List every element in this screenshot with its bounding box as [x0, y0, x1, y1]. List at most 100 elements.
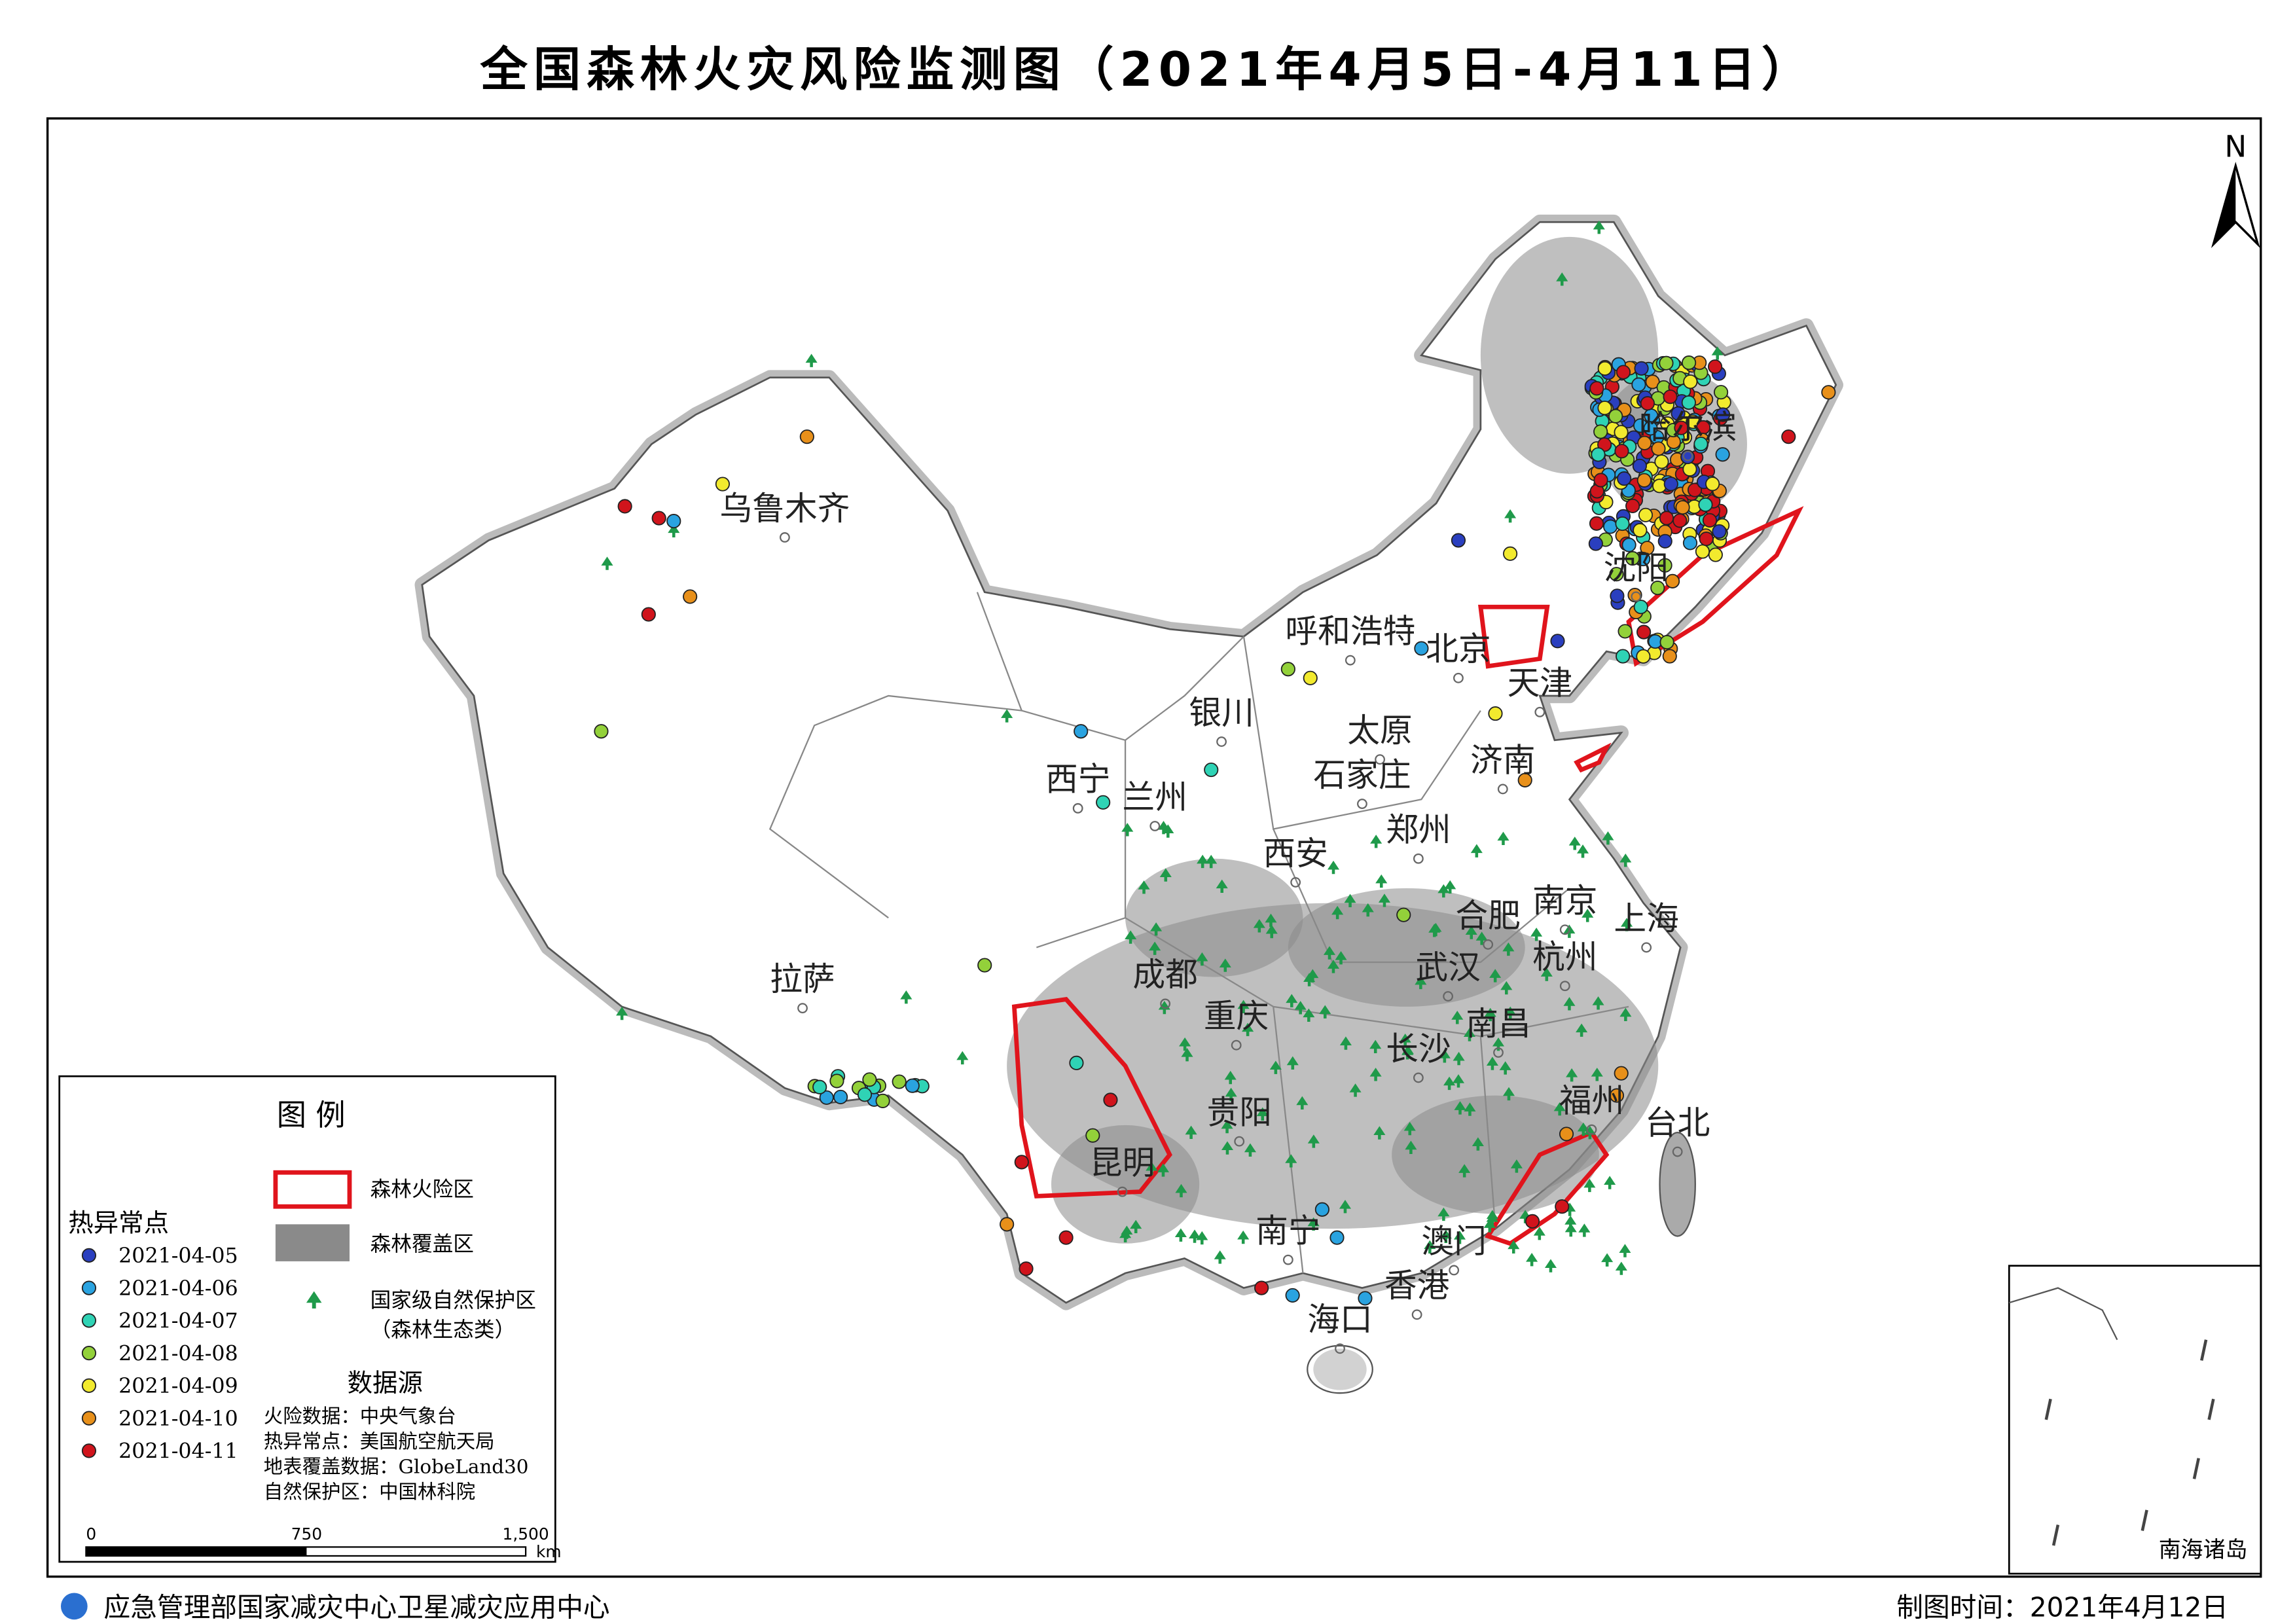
city-marker — [1443, 991, 1454, 1001]
legend-reserve-label: 国家级自然保护区 — [370, 1289, 536, 1312]
city-label: 长沙 — [1386, 1030, 1451, 1068]
city-label: 石家庄 — [1313, 756, 1411, 794]
reserve-icon — [1157, 1163, 1170, 1177]
city-label: 澳门 — [1421, 1222, 1487, 1260]
reserve-icon — [1125, 930, 1137, 944]
hotspot — [1651, 441, 1666, 456]
city-marker — [1072, 803, 1083, 814]
hotspot — [1625, 498, 1640, 514]
reserve-icon — [1303, 1008, 1315, 1022]
hotspot — [1632, 458, 1648, 474]
reserve-icon — [1349, 1083, 1362, 1097]
city-marker — [1534, 706, 1545, 717]
reserve-icon — [1286, 1056, 1299, 1070]
reserve-icon — [1458, 1164, 1471, 1178]
reserve-icon — [1453, 1051, 1465, 1066]
reserve-icon — [1405, 1140, 1417, 1154]
hotspot — [1616, 365, 1631, 380]
hotspot — [1682, 535, 1698, 550]
reserve-icon — [1296, 1096, 1309, 1110]
inset-dash — [2141, 1509, 2148, 1531]
hotspot — [1683, 374, 1698, 389]
hotspot — [1698, 497, 1713, 513]
reserve-icon — [1269, 1060, 1282, 1074]
legend-date: 2021-04-08 — [118, 1342, 238, 1365]
hotspot — [1702, 513, 1718, 528]
hotspot — [1503, 546, 1518, 561]
reserve-icon — [1369, 1039, 1382, 1054]
hotspot — [1488, 706, 1503, 721]
city-label: 济南 — [1470, 741, 1536, 779]
hotspot — [1074, 724, 1089, 739]
hotspot — [1396, 907, 1411, 922]
reserve-icon — [1464, 1102, 1476, 1116]
hotspot — [1643, 421, 1658, 436]
forest-cover — [1313, 1348, 1367, 1390]
reserve-icon — [1463, 1028, 1476, 1041]
hotspot-title: 热异常点 — [68, 1209, 169, 1238]
hotspot — [1204, 762, 1219, 778]
reserve-icon — [1591, 1068, 1603, 1081]
logo — [60, 1593, 88, 1620]
hotspot — [1358, 1291, 1373, 1306]
hotspot — [1705, 477, 1720, 492]
reserve-icon — [1237, 1230, 1250, 1244]
inset-dash — [2192, 1458, 2200, 1479]
reserve-icon — [1568, 837, 1581, 850]
reserve-icon — [1339, 1036, 1352, 1050]
city-marker — [1493, 1047, 1504, 1058]
legend-forest-label: 森林覆盖区 — [370, 1233, 474, 1256]
hotspot — [1631, 377, 1646, 392]
reserve-icon — [1604, 1176, 1616, 1189]
reserve-icon — [1475, 931, 1488, 945]
reserve-icon — [1577, 1122, 1589, 1136]
reserve-icon — [1197, 854, 1209, 869]
city-label: 乌鲁木齐 — [719, 490, 850, 528]
reserve-icon — [956, 1051, 969, 1065]
city-marker — [1559, 924, 1570, 935]
north-label: N — [2224, 130, 2247, 164]
reserve-icon — [1339, 1200, 1352, 1214]
risk-zone — [1478, 604, 1550, 669]
hotspot — [1103, 1092, 1118, 1108]
reserve-icon — [1601, 1253, 1614, 1267]
city-marker — [1497, 784, 1508, 795]
reserve-icon — [1519, 1210, 1532, 1223]
province-boundary — [1273, 829, 1570, 964]
reserve-icon — [1253, 919, 1265, 933]
risk-zone — [1011, 996, 1172, 1199]
reserve-icon — [1453, 1231, 1466, 1244]
province-boundary — [1125, 917, 1629, 1038]
source-title: 数据源 — [348, 1369, 423, 1398]
reserve-icon — [1188, 1229, 1201, 1243]
reserve-icon — [1149, 941, 1161, 955]
reserve-icon — [1504, 1006, 1517, 1020]
reserve-icon — [1138, 880, 1150, 894]
hotspot — [1069, 1055, 1084, 1070]
legend-date: 2021-04-10 — [118, 1407, 238, 1431]
reserve-icon — [1331, 905, 1344, 920]
city-label: 哈尔滨 — [1639, 408, 1737, 446]
legend-date: 2021-04-09 — [118, 1375, 238, 1398]
source-line: 火险数据：中央气象台 — [264, 1405, 456, 1427]
reserve-icon — [616, 1006, 628, 1020]
city-label: 兰州 — [1123, 778, 1188, 816]
scale-bar-fill — [86, 1547, 307, 1556]
hotspot — [1714, 385, 1729, 400]
inset-dash — [2044, 1398, 2052, 1420]
reserve-icon — [1214, 1250, 1226, 1264]
reserve-icon — [1237, 1000, 1250, 1014]
reserve-icon — [1244, 1143, 1256, 1157]
city-marker — [1559, 981, 1570, 992]
city-label: 银川 — [1189, 694, 1254, 732]
reserve-icon — [1489, 969, 1502, 983]
hotspot — [1675, 500, 1690, 515]
reserve-icon — [1497, 831, 1509, 845]
reserve-icon — [1265, 924, 1278, 939]
reserve-icon — [1162, 824, 1174, 838]
legend-date: 2021-04-11 — [118, 1440, 238, 1464]
city-label: 沈阳 — [1604, 549, 1669, 586]
legend-hotspot — [81, 1378, 97, 1393]
reserve-icon — [1219, 958, 1231, 972]
city-marker — [1483, 939, 1494, 950]
